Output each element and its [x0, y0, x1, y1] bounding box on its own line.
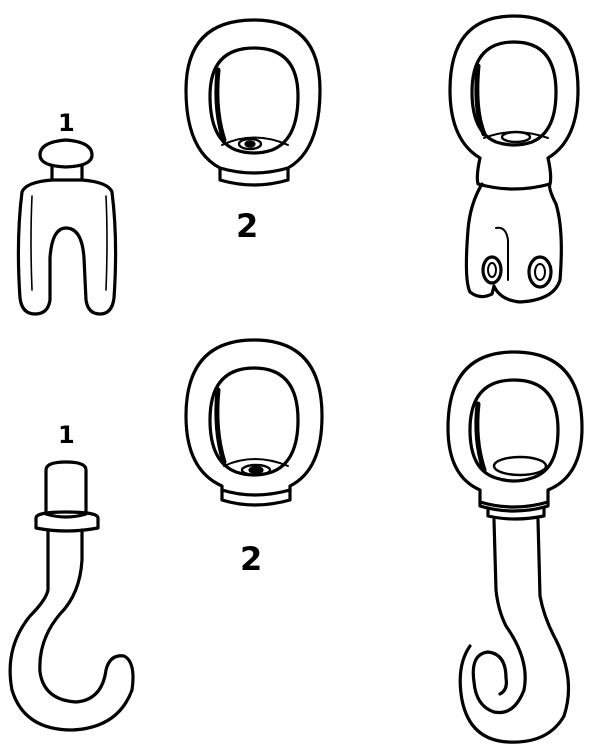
clevis-fork-drawing	[16, 138, 118, 316]
part-number-label: 2	[236, 207, 259, 245]
swivel-eye-drawing-top	[184, 18, 322, 187]
swivel-eye-drawing-bottom	[184, 338, 324, 507]
assembled-swivel-hook-drawing	[446, 350, 584, 744]
part-number-label: 2	[240, 540, 263, 578]
hook-drawing	[8, 460, 135, 732]
part-number-label: 1	[58, 421, 75, 449]
assembled-swivel-clevis-drawing	[448, 14, 580, 304]
part-number-label: 1	[58, 109, 75, 137]
